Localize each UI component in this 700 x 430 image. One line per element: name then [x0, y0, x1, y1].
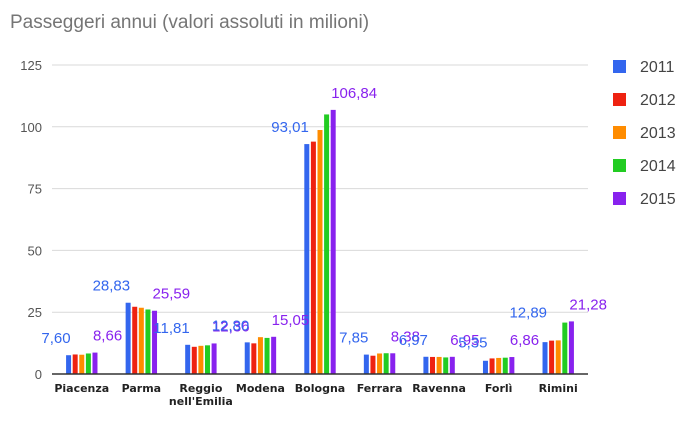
- bar: [125, 302, 131, 374]
- category-label: Bologna: [295, 382, 345, 395]
- y-tick-label: 0: [35, 367, 42, 382]
- category-label: Rimini: [539, 382, 578, 395]
- data-label: 28,83: [93, 278, 131, 295]
- bar: [489, 358, 495, 374]
- bar: [85, 353, 91, 374]
- data-label: 12,36: [212, 318, 250, 335]
- bar: [509, 357, 515, 374]
- data-label: 11,81: [153, 320, 189, 337]
- category-label: Ravenna: [412, 382, 466, 395]
- bar: [310, 141, 316, 374]
- data-label: 7,85: [339, 330, 368, 347]
- category-label: Modena: [236, 382, 285, 395]
- bar: [264, 337, 270, 374]
- bar: [185, 344, 191, 374]
- data-label: 8,38: [391, 328, 420, 345]
- bar: [198, 345, 204, 374]
- bars: [66, 109, 574, 375]
- bar: [244, 342, 250, 374]
- legend-label: 2015: [640, 191, 676, 208]
- legend-swatch: [613, 159, 626, 172]
- category-label: Parma: [122, 382, 162, 395]
- data-label: 6,86: [510, 332, 539, 349]
- legend-label: 2012: [640, 92, 676, 109]
- y-tick-label: 50: [28, 243, 42, 258]
- data-label: 15,05: [272, 312, 310, 329]
- bar: [363, 354, 369, 374]
- data-label: 8,66: [93, 328, 122, 345]
- y-tick-label: 100: [20, 120, 42, 135]
- legend-swatch: [613, 192, 626, 205]
- data-label: 6,97: [399, 332, 428, 349]
- bar: [562, 322, 568, 374]
- data-label: 5,35: [458, 335, 487, 352]
- category-label: Piacenza: [54, 382, 109, 395]
- legend-label: 2014: [640, 158, 676, 175]
- legend-swatch: [613, 60, 626, 73]
- bar: [251, 343, 257, 374]
- bar: [482, 360, 488, 374]
- data-label: 93,01: [271, 119, 309, 136]
- bar: [92, 352, 98, 374]
- bar: [568, 321, 574, 374]
- bar: [390, 353, 396, 374]
- data-label: 106,84: [331, 85, 377, 102]
- bar: [257, 337, 263, 374]
- bar: [271, 336, 277, 374]
- bar: [542, 342, 548, 374]
- y-tick-label: 75: [28, 182, 42, 197]
- bar: [324, 114, 330, 374]
- y-tick-label: 25: [28, 305, 42, 320]
- category-label: Reggio: [179, 382, 222, 395]
- bar: [502, 357, 508, 374]
- legend-swatch: [613, 126, 626, 139]
- bar: [430, 356, 436, 374]
- data-label: 12,89: [509, 304, 547, 321]
- bar: [377, 353, 383, 374]
- bar: [549, 340, 555, 374]
- y-tick-label: 125: [20, 58, 42, 73]
- bar: [145, 309, 151, 374]
- bar: [555, 340, 561, 374]
- bar: [152, 310, 158, 374]
- data-label: 21,28: [569, 296, 607, 313]
- bar: [496, 357, 502, 374]
- bar: [66, 355, 72, 374]
- y-axis-ticks: 0 25 50 75 100 125: [20, 58, 42, 382]
- bar: [383, 353, 389, 374]
- bar: [211, 343, 217, 374]
- data-label: 7,60: [41, 330, 70, 347]
- legend-label: 2011: [640, 59, 675, 76]
- chart-title: Passeggeri annui (valori assoluti in mil…: [10, 12, 370, 33]
- legend: 2011 2012 2013 2014 2015: [613, 59, 676, 208]
- bar: [330, 109, 336, 375]
- bar: [72, 354, 78, 374]
- bar: [138, 307, 144, 374]
- bar: [132, 306, 138, 374]
- bar: [449, 356, 455, 374]
- data-label: 12,80: [212, 317, 250, 334]
- bar: [370, 355, 376, 374]
- data-label: 25,59: [153, 286, 191, 303]
- bar: [436, 356, 442, 374]
- category-label: nell'Emilia: [169, 395, 233, 408]
- bar: [79, 354, 85, 374]
- bar: [317, 130, 323, 374]
- bar: [191, 346, 197, 374]
- category-label: Forlì: [485, 382, 513, 395]
- legend-label: 2013: [640, 125, 676, 142]
- bar: [423, 356, 429, 374]
- legend-swatch: [613, 93, 626, 106]
- bar: [204, 345, 210, 374]
- data-label: 6,95: [450, 332, 479, 349]
- bar: [443, 357, 449, 374]
- bar: [304, 144, 310, 374]
- category-label: Ferrara: [357, 382, 403, 395]
